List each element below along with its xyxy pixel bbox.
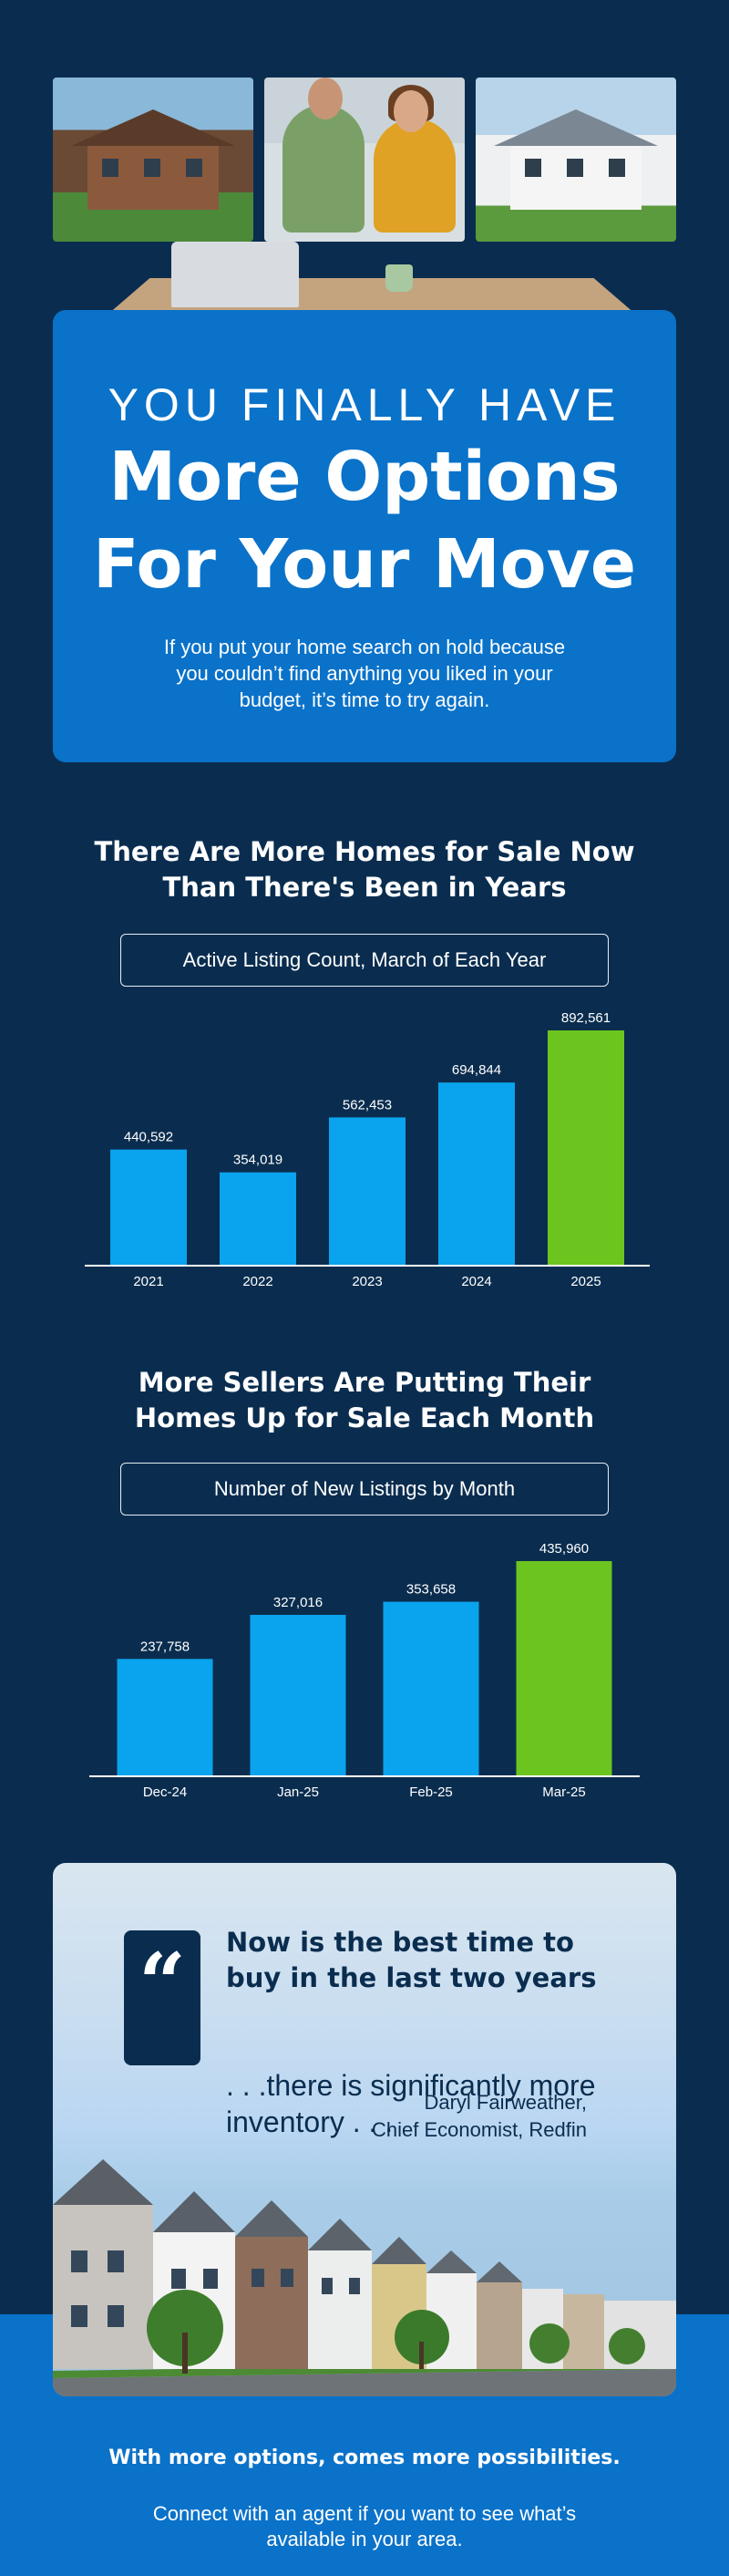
footer-text-content: Connect with an agent if you want to see… [152, 2502, 577, 2550]
section1-title: There Are More Homes for Sale Now Than T… [0, 834, 729, 905]
section2-title: More Sellers Are Putting Their Homes Up … [0, 1365, 729, 1436]
townhouses-illustration [53, 2159, 676, 2396]
bar-Jan-25 [250, 1614, 346, 1776]
quote-author-title: Chief Economist, Redfin [372, 2118, 587, 2141]
house-photo-right [476, 78, 676, 242]
value-label-Feb-25: 353,658 [406, 1582, 456, 1598]
category-label-2024: 2024 [461, 1274, 491, 1289]
category-label-2023: 2023 [352, 1274, 382, 1289]
house-photo-left [53, 78, 253, 242]
chart1-caption: Active Listing Count, March of Each Year [120, 934, 609, 987]
quote-author: Daryl Fairweather, Chief Economist, Redf… [259, 2089, 587, 2144]
category-label-2022: 2022 [242, 1274, 272, 1289]
bar-2025 [548, 1030, 624, 1266]
mug-icon [385, 264, 413, 292]
hero-title: More Options For Your Move [53, 433, 676, 608]
photo-collage [53, 78, 676, 315]
bar-2021 [110, 1149, 187, 1266]
category-label-Feb-25: Feb-25 [409, 1785, 453, 1800]
hero-title-line1: More Options [108, 438, 621, 516]
bar-Mar-25 [516, 1561, 612, 1776]
value-label-2021: 440,592 [124, 1130, 173, 1145]
laptop-icon [171, 242, 299, 307]
quote-author-name: Daryl Fairweather, [424, 2091, 587, 2114]
footer-text: Connect with an agent if you want to see… [0, 2501, 729, 2552]
bar-2023 [329, 1117, 406, 1266]
quote-strong: Now is the best time to buy in the last … [226, 1927, 597, 1993]
category-label-2025: 2025 [570, 1274, 601, 1289]
quote-badge: “ [124, 1930, 200, 2065]
new-listings-chart: 237,758 Dec-24 327,016 Jan-25 353,658 Feb-25 4… [89, 1541, 640, 1800]
category-label-Dec-24: Dec-24 [143, 1785, 187, 1800]
hero-title-line2: For Your Move [92, 525, 637, 604]
bar-Dec-24 [117, 1659, 213, 1776]
quote-card: “ Now is the best time to buy in the las… [53, 1863, 676, 2396]
section2-title-line1: More Sellers Are Putting Their [138, 1367, 591, 1398]
value-label-2022: 354,019 [233, 1153, 282, 1168]
section1-title-line1: There Are More Homes for Sale Now [94, 836, 635, 867]
couple-illustration [264, 78, 465, 233]
hero-subtitle: If you put your home search on hold beca… [163, 636, 566, 711]
house-body [87, 146, 219, 210]
section1-title-line2: Than There's Been in Years [162, 872, 567, 903]
value-label-2025: 892,561 [561, 1010, 611, 1026]
value-label-Jan-25: 327,016 [273, 1595, 323, 1610]
house-body [510, 146, 642, 210]
bar-Feb-25 [383, 1601, 479, 1776]
bar-2022 [220, 1172, 296, 1266]
quote-mark-icon: “ [139, 1935, 186, 2032]
category-label-2021: 2021 [133, 1274, 163, 1289]
listing-count-chart: 440,592 2021 354,019 2022 562,453 2023 694,844… [85, 1010, 650, 1289]
hero-card: YOU FINALLY HAVE More Options For Your M… [53, 310, 676, 762]
bar-2024 [438, 1082, 515, 1266]
category-label-Jan-25: Jan-25 [277, 1785, 319, 1800]
value-label-Dec-24: 237,758 [140, 1639, 190, 1654]
value-label-2024: 694,844 [452, 1062, 501, 1078]
footer-headline: With more options, comes more possibilit… [108, 2447, 621, 2469]
value-label-2023: 562,453 [343, 1097, 392, 1112]
chart2-caption: Number of New Listings by Month [120, 1463, 609, 1516]
value-label-Mar-25: 435,960 [539, 1541, 589, 1557]
couple-photo [264, 78, 465, 242]
category-label-Mar-25: Mar-25 [542, 1785, 586, 1800]
section2-title-line2: Homes Up for Sale Each Month [134, 1402, 595, 1433]
quote-normal: . . .there is significantly more invento… [226, 2069, 596, 2138]
hero-pre-title: YOU FINALLY HAVE [108, 379, 621, 430]
